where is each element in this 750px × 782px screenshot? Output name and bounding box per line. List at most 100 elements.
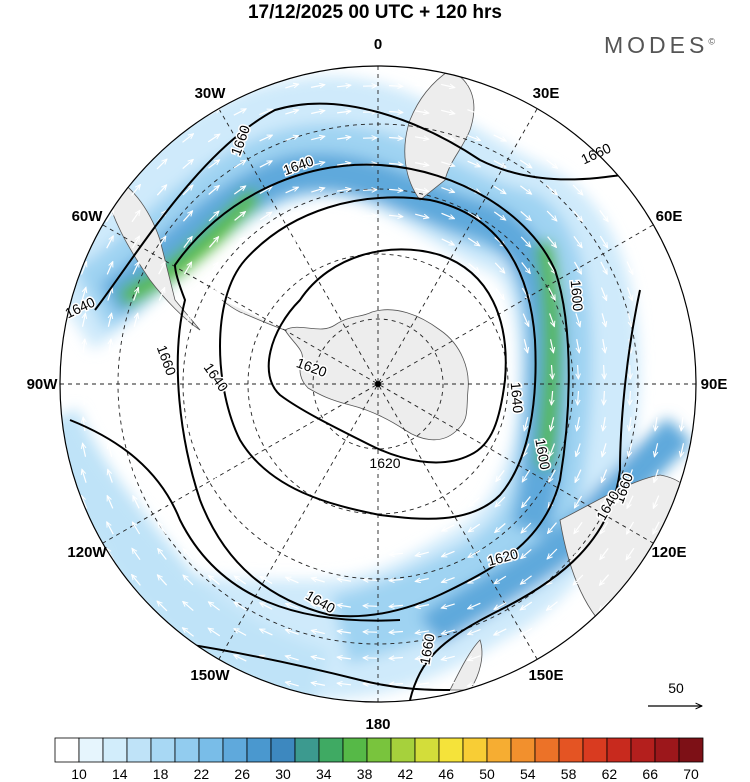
longitude-label: 0 (374, 36, 382, 53)
jet-streak-west (120, 190, 260, 305)
wind-vector (234, 602, 247, 611)
colorbar-swatch (630, 737, 656, 763)
wind-vector (83, 313, 86, 327)
wind-vector (467, 134, 481, 141)
wind-vector (389, 684, 404, 685)
wind-vector (185, 313, 190, 327)
wind-vector (311, 111, 325, 114)
wind-vector (655, 339, 657, 353)
wind-vector (389, 658, 404, 659)
wind-vector (133, 313, 138, 327)
colorbar-tick-label: 42 (398, 766, 414, 782)
wind-vector (259, 212, 272, 221)
wind-vector (260, 263, 271, 274)
contour-1640 (173, 163, 570, 618)
longitude-label: 60E (656, 208, 683, 225)
wind-vector (106, 236, 114, 249)
contour-1640-south (69, 419, 401, 622)
wind-vector (573, 261, 582, 274)
wind-vector (183, 549, 194, 560)
wind-vector (520, 654, 533, 662)
wind-vector (84, 391, 85, 406)
wind-vector (549, 469, 556, 482)
contour-1660-east (409, 289, 641, 701)
colorbar-swatch (294, 737, 320, 763)
wind-vector (80, 262, 86, 275)
wind-vector (575, 313, 580, 326)
wind-vector (363, 554, 378, 555)
wind-vector (601, 313, 606, 326)
wind-vector (627, 521, 635, 534)
wind-vector (577, 338, 580, 353)
wind-vector (187, 417, 190, 431)
wind-vector (548, 287, 555, 300)
wind-vector (494, 262, 505, 273)
wind-vector (573, 235, 582, 247)
wind-vector (493, 185, 506, 193)
wind-vector (521, 262, 531, 274)
wind-vector (236, 314, 244, 327)
wind-vector (286, 524, 299, 533)
longitude-label: 180 (365, 716, 390, 733)
wind-vector (157, 211, 167, 222)
wind-vector (132, 548, 141, 561)
wind-vector (546, 184, 557, 194)
colorbar-tick-label: 22 (194, 766, 210, 782)
wind-vector (109, 339, 111, 353)
wind-vectors (81, 84, 684, 686)
map-boundary (59, 65, 697, 703)
wind-vector (135, 417, 137, 431)
wind-vector (285, 136, 298, 141)
wind-vector (573, 600, 584, 610)
wind-vector (311, 136, 325, 139)
wind-vector (441, 238, 455, 246)
wind-vector (161, 417, 164, 432)
colorbar-swatch (510, 737, 536, 763)
wind-vector (132, 496, 140, 509)
colorbar-swatch (174, 737, 200, 763)
wind-vector (494, 575, 507, 583)
wind-vector (337, 605, 351, 607)
wind-vector (235, 288, 244, 301)
wind-vector (183, 236, 192, 248)
wind-vector (603, 416, 605, 431)
wind-vector (208, 211, 219, 222)
wind-vector (550, 443, 556, 457)
wind-vector (414, 137, 429, 139)
contour-label: 1600 (568, 279, 587, 312)
wind-vector (574, 495, 583, 508)
antarctic-peninsula (221, 299, 286, 331)
wind-vector (234, 212, 246, 221)
wind-vector (110, 391, 111, 406)
wind-vector (545, 133, 557, 142)
wind-vector (467, 83, 480, 88)
colorbar-tick-label: 18 (153, 766, 169, 782)
wind-vector (681, 339, 683, 353)
wind-vector (211, 444, 218, 457)
wind-vector (184, 470, 192, 483)
wind-vector (388, 189, 403, 190)
wind-vector (159, 470, 166, 483)
wind-vector (134, 443, 139, 457)
wind-vector (441, 629, 455, 634)
wind-vector (107, 522, 114, 535)
wind-vector (415, 525, 429, 530)
wind-vector (209, 262, 218, 275)
wind-vector (260, 550, 273, 559)
wind-vector (363, 580, 378, 581)
wind-vector (653, 521, 660, 534)
wind-vector (630, 390, 631, 405)
wind-vector (576, 443, 581, 456)
wind-vector (469, 497, 480, 507)
wind-vector (626, 235, 634, 248)
wind-vector (208, 160, 219, 169)
wind-vector (261, 524, 272, 533)
wind-vector (598, 184, 608, 196)
wind-vector (520, 575, 532, 584)
wind-vector (234, 576, 247, 585)
meridian-30e-150w (218, 108, 538, 660)
wind-vector (212, 339, 215, 353)
wind-vector (261, 497, 272, 508)
south-pole-marker (375, 381, 381, 387)
wind-vector (208, 186, 220, 195)
